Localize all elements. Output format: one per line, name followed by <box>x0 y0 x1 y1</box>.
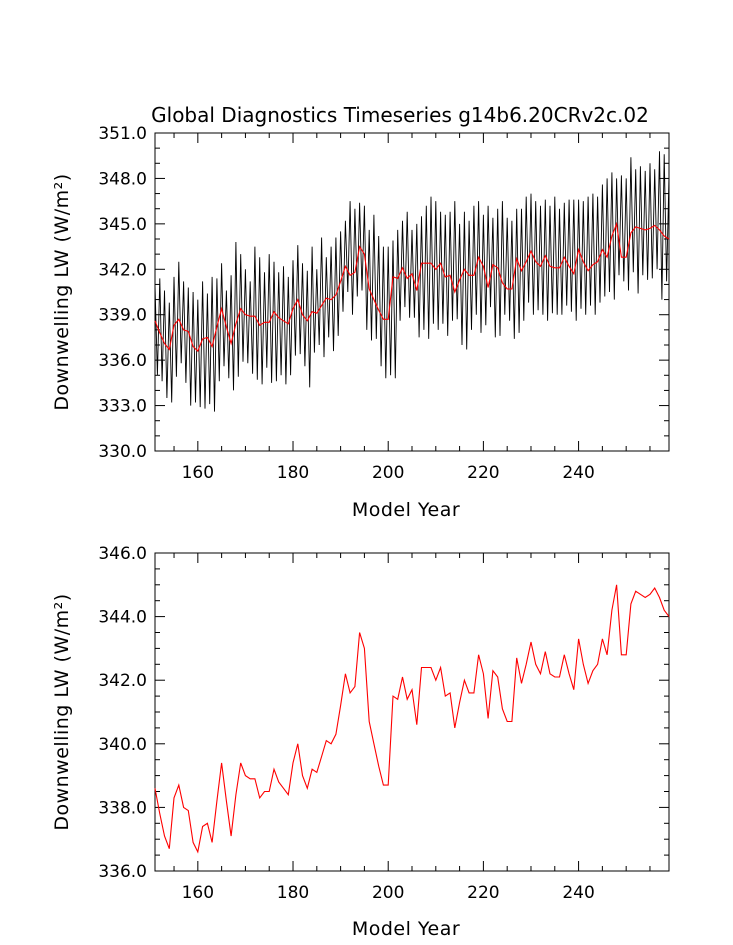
bottom-y-tick-label: 344.0 <box>98 608 147 628</box>
bottom-x-tick-label: 220 <box>467 883 499 903</box>
top-y-tick-label: 348.0 <box>98 169 147 189</box>
bottom-x-axis-label: Model Year <box>352 918 460 940</box>
bottom-y-tick-label: 342.0 <box>98 671 147 691</box>
bottom-x-tick-label: 160 <box>182 883 214 903</box>
bottom-x-tick-label: 200 <box>372 883 404 903</box>
bottom-axes: 160 180 200 220 240 336.0 338.0 340.0 342.0 344.0… <box>98 544 669 903</box>
top-y-tick-label: 333.0 <box>98 397 147 417</box>
top-y-tick-label: 345.0 <box>98 215 147 235</box>
top-plot-frame <box>154 132 670 452</box>
bottom-y-tick-label: 338.0 <box>98 798 147 818</box>
bottom-y-tick-label: 346.0 <box>98 544 147 564</box>
top-panel: 160 180 200 220 240 330.0 333.0 336.0 339.0 342.0… <box>51 124 670 521</box>
top-x-tick-label: 180 <box>277 463 309 483</box>
top-x-tick-label: 220 <box>467 463 499 483</box>
top-series <box>154 151 670 412</box>
top-axes: 160 180 200 220 240 330.0 333.0 336.0 339.0 342.0… <box>98 124 669 483</box>
bottom-y-tick-label: 336.0 <box>98 862 147 882</box>
top-y-axis-label: Downwelling LW (W/m²) <box>51 173 73 410</box>
bottom-series <box>154 584 670 854</box>
top-y-tick-label: 342.0 <box>98 260 147 280</box>
bottom-x-tick-label: 180 <box>277 883 309 903</box>
top-x-axis-label: Model Year <box>352 499 460 521</box>
bottom-y-axis-label: Downwelling LW (W/m²) <box>51 593 73 830</box>
top-y-tick-label: 351.0 <box>98 124 147 144</box>
top-y-tick-label: 339.0 <box>98 306 147 326</box>
top-y-tick-label: 330.0 <box>98 442 147 462</box>
bottom-y-tick-label: 340.0 <box>98 735 147 755</box>
top-series-monthly-line <box>154 151 670 412</box>
top-x-tick-label: 160 <box>182 463 214 483</box>
chart-title: Global Diagnostics Timeseries g14b6.20CR… <box>151 103 649 127</box>
bottom-panel: 160 180 200 220 240 336.0 338.0 340.0 342.0 344.0… <box>51 544 670 940</box>
top-x-tick-label: 200 <box>372 463 404 483</box>
bottom-series-annual-line <box>154 584 670 854</box>
top-y-tick-label: 336.0 <box>98 351 147 371</box>
bottom-x-tick-label: 240 <box>562 883 594 903</box>
top-series-annual-line <box>154 221 670 353</box>
top-x-tick-label: 240 <box>562 463 594 483</box>
